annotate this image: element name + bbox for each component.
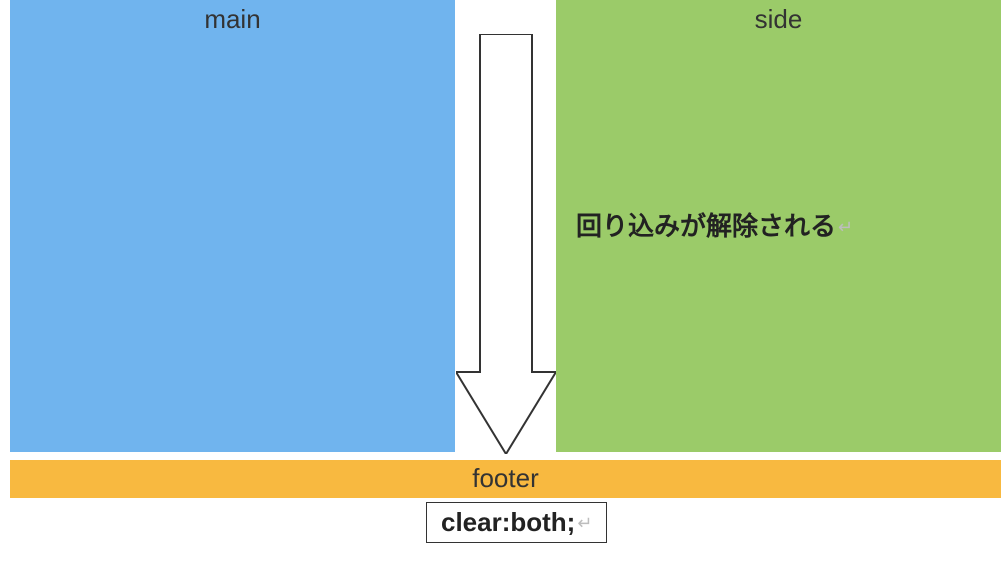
box-main: main	[10, 0, 455, 452]
diagram-stage: main side 回り込みが解除される↵ footer clear:both;…	[0, 0, 1006, 564]
box-side-label: side	[556, 0, 1001, 35]
code-callout-text: clear:both;	[441, 507, 575, 537]
return-mark-icon: ↵	[838, 217, 853, 237]
code-callout: clear:both;↵	[426, 502, 607, 543]
return-mark-icon: ↵	[577, 513, 592, 533]
annotation-text: 回り込みが解除される↵	[576, 206, 853, 243]
box-main-label: main	[10, 0, 455, 35]
box-footer-label: footer	[472, 463, 539, 493]
box-footer: footer	[10, 460, 1001, 498]
down-arrow-icon	[456, 34, 556, 454]
annotation-label: 回り込みが解除される	[576, 211, 836, 241]
